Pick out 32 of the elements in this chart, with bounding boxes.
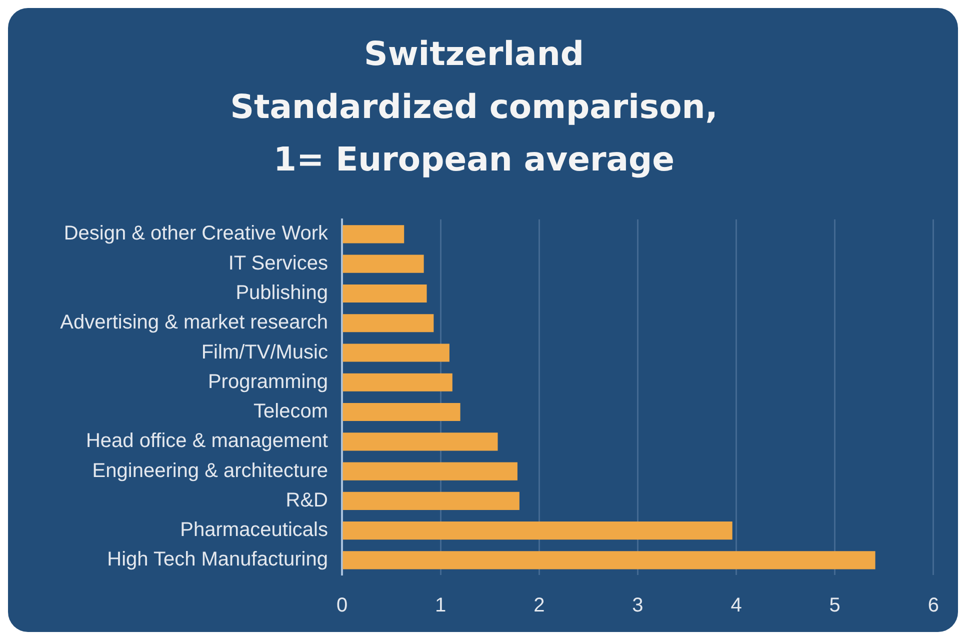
bar [342,373,452,392]
x-tick-label: 3 [632,594,644,617]
x-tick-label: 0 [336,594,348,617]
bar [342,225,404,244]
x-tick-label: 2 [534,594,545,617]
x-tick-label: 5 [829,594,840,617]
bar [342,314,434,332]
y-tick-label: Head office & management [86,430,328,452]
bar [342,462,518,480]
bar [342,522,732,540]
bar [342,284,427,303]
x-tick-label: 4 [730,594,742,617]
y-tick-label: IT Services [228,252,328,274]
y-tick-label: Telecom [254,400,328,423]
chart-title: Switzerland Standardized comparison, 1= European average [230,34,718,179]
y-tick-label: Pharmaceuticals [180,519,328,542]
bar [342,432,498,451]
y-tick-label: Design & other Creative Work [64,222,329,245]
bar [342,254,424,273]
bar [342,551,876,570]
bar [342,492,520,510]
bar [342,344,450,362]
x-tick-label: 6 [928,594,939,617]
bar [342,402,460,422]
y-tick-label: Film/TV/Music [201,341,328,364]
y-tick-label: Advertising & market research [60,312,328,334]
y-tick-label: High Tech Manufacturing [107,548,328,571]
y-tick-label: Engineering & architecture [92,460,328,482]
x-tick-label: 1 [435,594,446,617]
y-tick-label: R&D [286,489,328,512]
y-tick-label: Publishing [236,282,328,304]
y-tick-label: Programming [208,370,328,393]
